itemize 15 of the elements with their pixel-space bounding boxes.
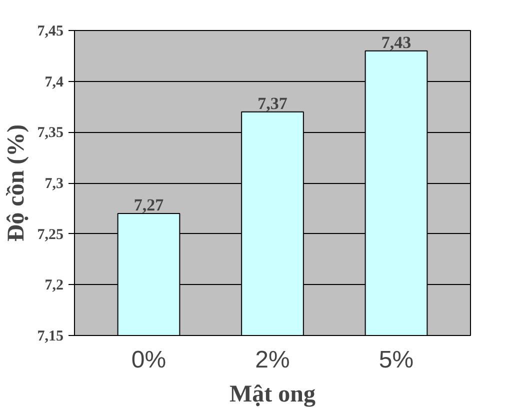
y-tick-label: 7,2 [44,278,64,294]
y-tick-label: 7,4 [44,74,64,90]
data-label: 7,27 [134,196,164,214]
y-tick-label: 7,15 [37,328,64,344]
y-tick-label: 7,35 [37,125,64,142]
data-label: 7,37 [258,94,288,113]
data-label: 7,43 [381,32,412,52]
y-tick-label: 7,3 [44,176,64,192]
x-tick-label: 0% [131,346,166,374]
y-tick-label: 7,25 [37,226,64,243]
y-axis-title: Độ cồn (%) [3,124,30,242]
x-tick-label: 2% [255,346,290,374]
y-tick-label: 7,45 [37,24,64,40]
x-axis-title: Mật ong [230,382,316,408]
x-tick-label: 5% [378,346,414,374]
